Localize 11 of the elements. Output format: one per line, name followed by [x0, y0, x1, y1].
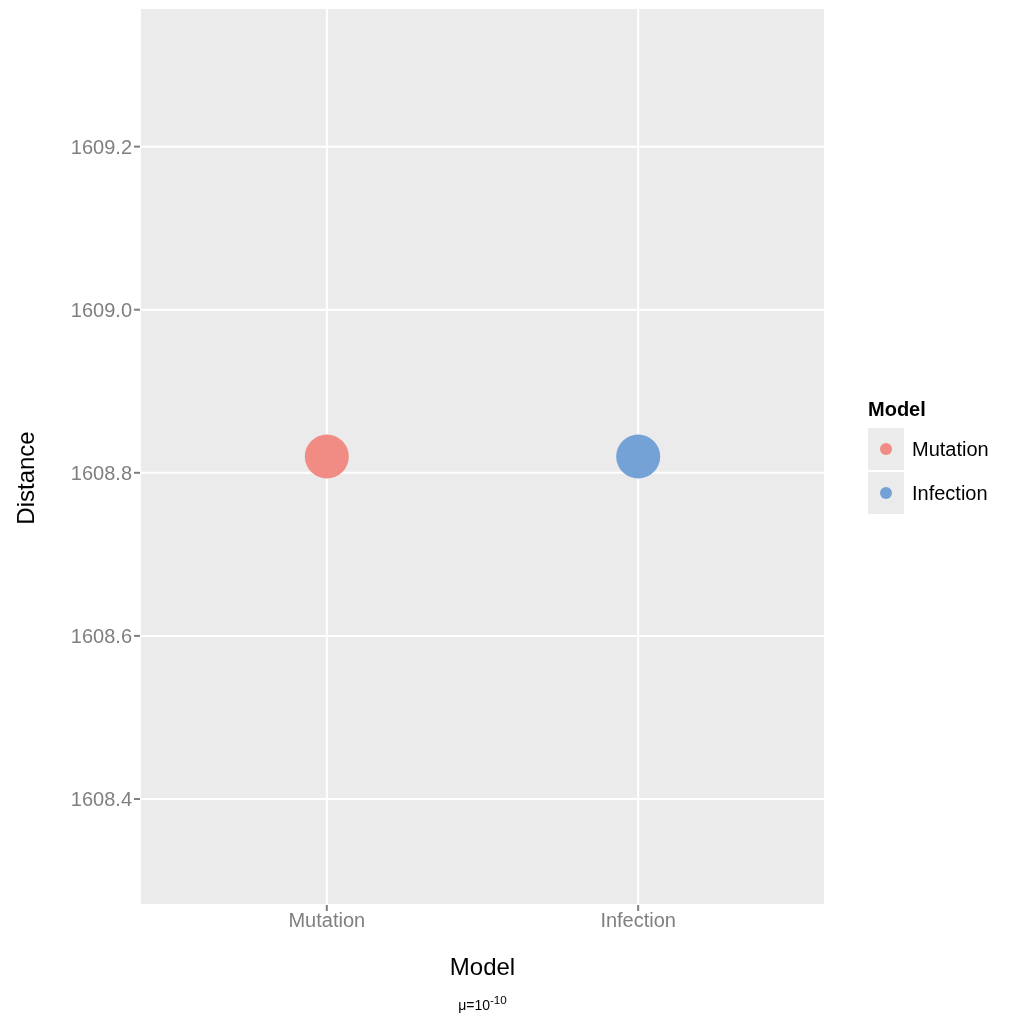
y-tick-label: 1608.4: [70, 788, 132, 811]
text: μ=10$^{-10}$: [457, 993, 508, 1013]
y-tick-label: 1608.6: [70, 625, 132, 647]
legend-title: Model: [868, 398, 927, 421]
y-tick-label: 1608.8: [70, 461, 132, 484]
y-tick-label: 1609.2: [70, 135, 132, 158]
y-tick-label: 1609.0: [70, 298, 132, 321]
x-axis-title: Model: [448, 953, 517, 981]
legend-label: Mutation: [912, 437, 989, 461]
legend-label: Infection: [912, 481, 988, 505]
y-axis-title: Distance: [12, 431, 40, 525]
